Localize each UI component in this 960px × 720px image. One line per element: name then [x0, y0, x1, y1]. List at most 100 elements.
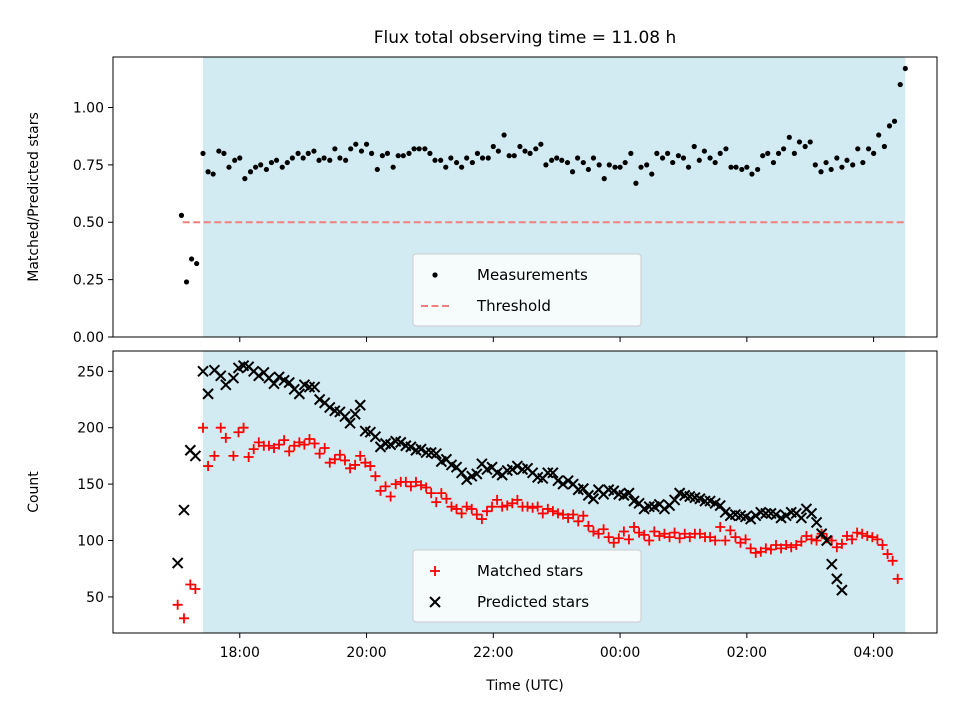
data-point: [836, 538, 847, 549]
data-point: [826, 558, 838, 570]
y-tick-label: 0.50: [73, 215, 104, 231]
data-point: [395, 436, 407, 449]
data-point: [284, 159, 290, 166]
data-point: [710, 535, 721, 546]
data-point: [744, 513, 757, 525]
data-point: [350, 459, 361, 470]
data-point: [248, 444, 259, 455]
data-point: [865, 146, 872, 152]
data-point: [701, 148, 707, 154]
data-point: [668, 494, 681, 506]
data-point: [416, 480, 427, 491]
data-point: [684, 532, 695, 543]
data-point: [321, 155, 327, 161]
data-point: [596, 162, 602, 168]
data-point: [178, 504, 190, 516]
data-point: [606, 162, 612, 168]
data-point: [453, 159, 460, 166]
data-point: [370, 471, 381, 482]
data-point: [507, 498, 518, 509]
legend-label: Matched stars: [477, 562, 583, 580]
data-point: [295, 150, 301, 156]
x-tick-label: 20:00: [346, 645, 386, 661]
data-point: [723, 146, 729, 152]
legend-box: [412, 549, 642, 623]
data-point: [476, 514, 487, 525]
data-point: [818, 169, 824, 175]
data-point: [562, 475, 574, 487]
y-tick-label: 100: [77, 534, 104, 550]
data-point: [694, 528, 705, 539]
data-point: [583, 520, 594, 531]
data-point: [420, 446, 432, 459]
data-point: [415, 443, 427, 455]
data-point: [881, 143, 887, 150]
data-point: [501, 132, 507, 138]
data-point: [844, 157, 850, 163]
data-point: [438, 157, 444, 163]
data-point: [628, 150, 634, 156]
data-point: [355, 450, 366, 461]
data-point: [806, 534, 817, 545]
data-point: [735, 537, 746, 548]
data-point: [358, 148, 365, 154]
data-point: [649, 171, 655, 177]
data-point: [339, 410, 351, 423]
data-point: [390, 164, 396, 170]
data-point: [238, 422, 249, 433]
data-point: [221, 150, 227, 156]
data-point: [634, 527, 645, 538]
data-point: [178, 212, 185, 218]
data-point: [812, 162, 818, 168]
data-point: [197, 365, 209, 378]
data-point: [633, 180, 639, 186]
data-point: [200, 150, 206, 156]
data-point: [791, 540, 802, 551]
x-tick-label: 00:00: [600, 645, 640, 661]
legend-marker: [430, 566, 440, 576]
data-point: [426, 488, 437, 499]
data-point: [215, 370, 227, 382]
axes-frame: [112, 350, 938, 634]
data-point: [216, 148, 222, 154]
data-point: [680, 155, 687, 161]
data-point: [178, 613, 189, 624]
flux-ratio-panel: 0.00 0.25 0.50 0.75 1.00 Flux total observing…: [26, 28, 938, 346]
data-point: [775, 150, 782, 156]
data-point: [384, 438, 397, 451]
data-point: [374, 166, 380, 173]
data-point: [305, 150, 311, 156]
data-point: [190, 584, 201, 595]
data-point: [506, 463, 519, 476]
data-point: [395, 153, 401, 159]
data-point: [612, 164, 618, 170]
data-point: [755, 166, 761, 173]
legend-label: Measurements: [477, 266, 588, 284]
data-point: [821, 534, 833, 547]
data-point: [564, 159, 571, 166]
data-point: [289, 155, 295, 161]
data-point: [675, 153, 681, 159]
series-predicted-stars: [171, 359, 848, 596]
data-point: [189, 450, 202, 462]
data-point: [293, 388, 306, 400]
data-point: [171, 557, 184, 569]
data-point: [308, 381, 321, 393]
data-point: [582, 489, 595, 502]
data-point: [299, 439, 310, 450]
data-point: [852, 527, 863, 538]
data-point: [268, 159, 275, 166]
data-point: [557, 478, 569, 490]
data-point: [659, 528, 670, 539]
data-point: [332, 146, 338, 152]
data-point: [460, 473, 473, 486]
data-point: [422, 146, 428, 152]
data-point: [867, 532, 878, 543]
data-point: [353, 141, 359, 147]
data-point: [517, 143, 523, 150]
data-point: [487, 501, 498, 512]
y-axis-label: Count: [26, 471, 42, 513]
data-point: [311, 148, 317, 154]
data-point: [664, 532, 675, 543]
data-point: [329, 454, 340, 465]
